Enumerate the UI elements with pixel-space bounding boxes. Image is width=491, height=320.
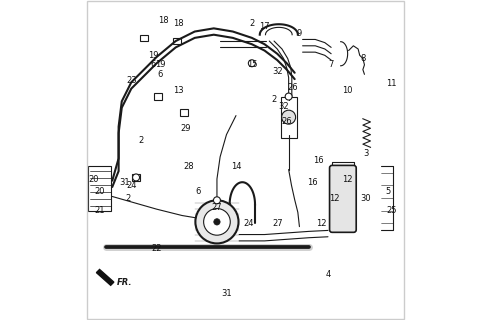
Circle shape [214, 219, 220, 225]
Text: 27: 27 [272, 219, 282, 228]
Text: 24: 24 [244, 219, 254, 228]
Circle shape [195, 200, 239, 244]
Circle shape [248, 60, 255, 67]
Text: 19: 19 [148, 51, 159, 60]
Text: 2: 2 [126, 194, 131, 203]
Text: 12: 12 [342, 174, 352, 184]
Text: 16: 16 [313, 156, 324, 164]
Text: 20: 20 [88, 174, 99, 184]
Text: 6: 6 [151, 60, 156, 69]
Circle shape [285, 93, 292, 100]
Text: 8: 8 [360, 54, 366, 63]
Text: 15: 15 [246, 60, 257, 69]
Text: FR.: FR. [117, 278, 133, 287]
Text: 29: 29 [180, 124, 191, 133]
Text: 22: 22 [151, 244, 162, 253]
Text: 31: 31 [221, 289, 232, 298]
Text: 2: 2 [272, 95, 276, 104]
Text: 17: 17 [259, 22, 270, 31]
Text: 32: 32 [272, 67, 282, 76]
Text: 23: 23 [126, 76, 136, 85]
Text: 18: 18 [158, 16, 168, 25]
Circle shape [282, 110, 296, 124]
Text: 5: 5 [385, 187, 391, 196]
Text: 13: 13 [174, 86, 184, 95]
Text: 6: 6 [157, 70, 163, 79]
Text: 12: 12 [329, 194, 340, 203]
Text: 12: 12 [316, 219, 327, 228]
FancyBboxPatch shape [329, 165, 356, 232]
Polygon shape [96, 269, 114, 285]
Text: 27: 27 [212, 203, 222, 212]
Text: 7: 7 [328, 60, 334, 69]
Text: 26: 26 [281, 117, 292, 126]
Text: 28: 28 [183, 162, 194, 171]
Text: 26: 26 [288, 83, 299, 92]
Text: 11: 11 [386, 79, 397, 88]
Circle shape [133, 174, 139, 181]
Text: 31: 31 [120, 178, 130, 187]
Text: 24: 24 [126, 181, 136, 190]
Text: 25: 25 [386, 206, 397, 215]
Text: 14: 14 [231, 162, 241, 171]
Text: 9: 9 [297, 28, 302, 38]
Text: 6: 6 [195, 187, 201, 196]
Circle shape [204, 209, 230, 235]
Text: 21: 21 [94, 206, 105, 215]
Text: 18: 18 [174, 19, 184, 28]
Text: 10: 10 [342, 86, 352, 95]
Text: 3: 3 [363, 149, 369, 158]
Text: 19: 19 [155, 60, 165, 69]
Circle shape [214, 197, 220, 204]
Text: 2: 2 [249, 19, 254, 28]
Text: 4: 4 [326, 270, 330, 279]
Text: 32: 32 [278, 101, 289, 111]
Text: 20: 20 [94, 187, 105, 196]
Text: 16: 16 [307, 178, 317, 187]
Text: 2: 2 [138, 136, 143, 146]
Text: 30: 30 [361, 194, 371, 203]
